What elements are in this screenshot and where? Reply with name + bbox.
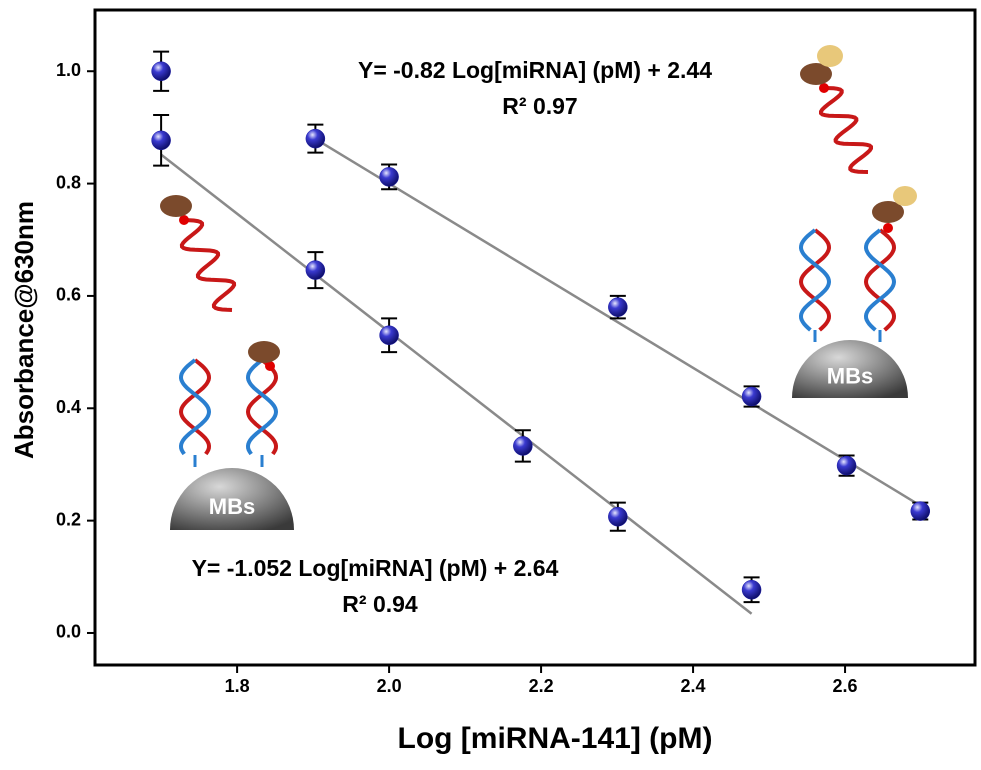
enzyme (893, 186, 917, 206)
label-dot (179, 215, 189, 225)
nano-label (800, 63, 832, 85)
label-dot (883, 223, 893, 233)
y-tick-label: 0.4 (56, 397, 81, 417)
y-tick-label: 0.2 (56, 509, 81, 529)
dna-strand (863, 228, 897, 332)
fit-r2: R² 0.97 (502, 93, 577, 119)
dna-strand (178, 358, 212, 456)
x-tick-label: 1.8 (225, 676, 250, 696)
x-tick-label: 2.6 (833, 676, 858, 696)
magnetic-bead (170, 468, 294, 530)
y-axis-title: Absorbance@630nm (9, 201, 39, 459)
enzyme (817, 45, 843, 67)
data-point (379, 325, 399, 346)
x-tick-label: 2.4 (681, 676, 706, 696)
dna-strand (178, 358, 212, 456)
data-point (910, 501, 931, 521)
bead-label: MBs (209, 494, 255, 519)
plot-frame (93, 8, 977, 667)
nano-label (160, 195, 192, 217)
data-point (379, 167, 399, 187)
fit-r2: R² 0.94 (342, 591, 418, 617)
label-dot (819, 83, 829, 93)
fit-equation: Y= -0.82 Log[miRNA] (pM) + 2.44 (358, 57, 712, 83)
data-point (305, 128, 326, 149)
data-point (151, 61, 171, 81)
dna-strand (863, 228, 897, 332)
nano-label (872, 201, 904, 223)
dna-strand (798, 228, 832, 332)
y-tick-label: 1.0 (56, 60, 81, 80)
dna-strand (245, 358, 279, 456)
dna-strand (245, 358, 279, 456)
fit-line (312, 136, 922, 508)
y-tick-label: 0.0 (56, 622, 81, 642)
fit-line (160, 153, 753, 615)
data-point (741, 386, 762, 407)
y-tick-label: 0.8 (56, 172, 81, 192)
data-point (305, 260, 326, 280)
target-strand (819, 86, 873, 174)
data-point (608, 506, 628, 527)
target-strand (179, 218, 237, 312)
x-axis-title: Log [miRNA-141] (pM) (398, 722, 713, 755)
y-tick-label: 0.6 (56, 285, 81, 305)
x-tick-label: 2.0 (377, 676, 402, 696)
data-point (608, 297, 628, 317)
data-point (151, 130, 171, 151)
label-dot (265, 361, 275, 371)
magnetic-bead (792, 340, 908, 398)
data-point (836, 455, 857, 476)
x-tick-label: 2.2 (529, 676, 554, 696)
data-point (741, 579, 762, 600)
data-point (513, 436, 533, 456)
dna-strand (798, 228, 832, 332)
bead-label: MBs (827, 364, 873, 389)
nano-label (248, 341, 280, 363)
fit-equation: Y= -1.052 Log[miRNA] (pM) + 2.64 (192, 555, 559, 581)
